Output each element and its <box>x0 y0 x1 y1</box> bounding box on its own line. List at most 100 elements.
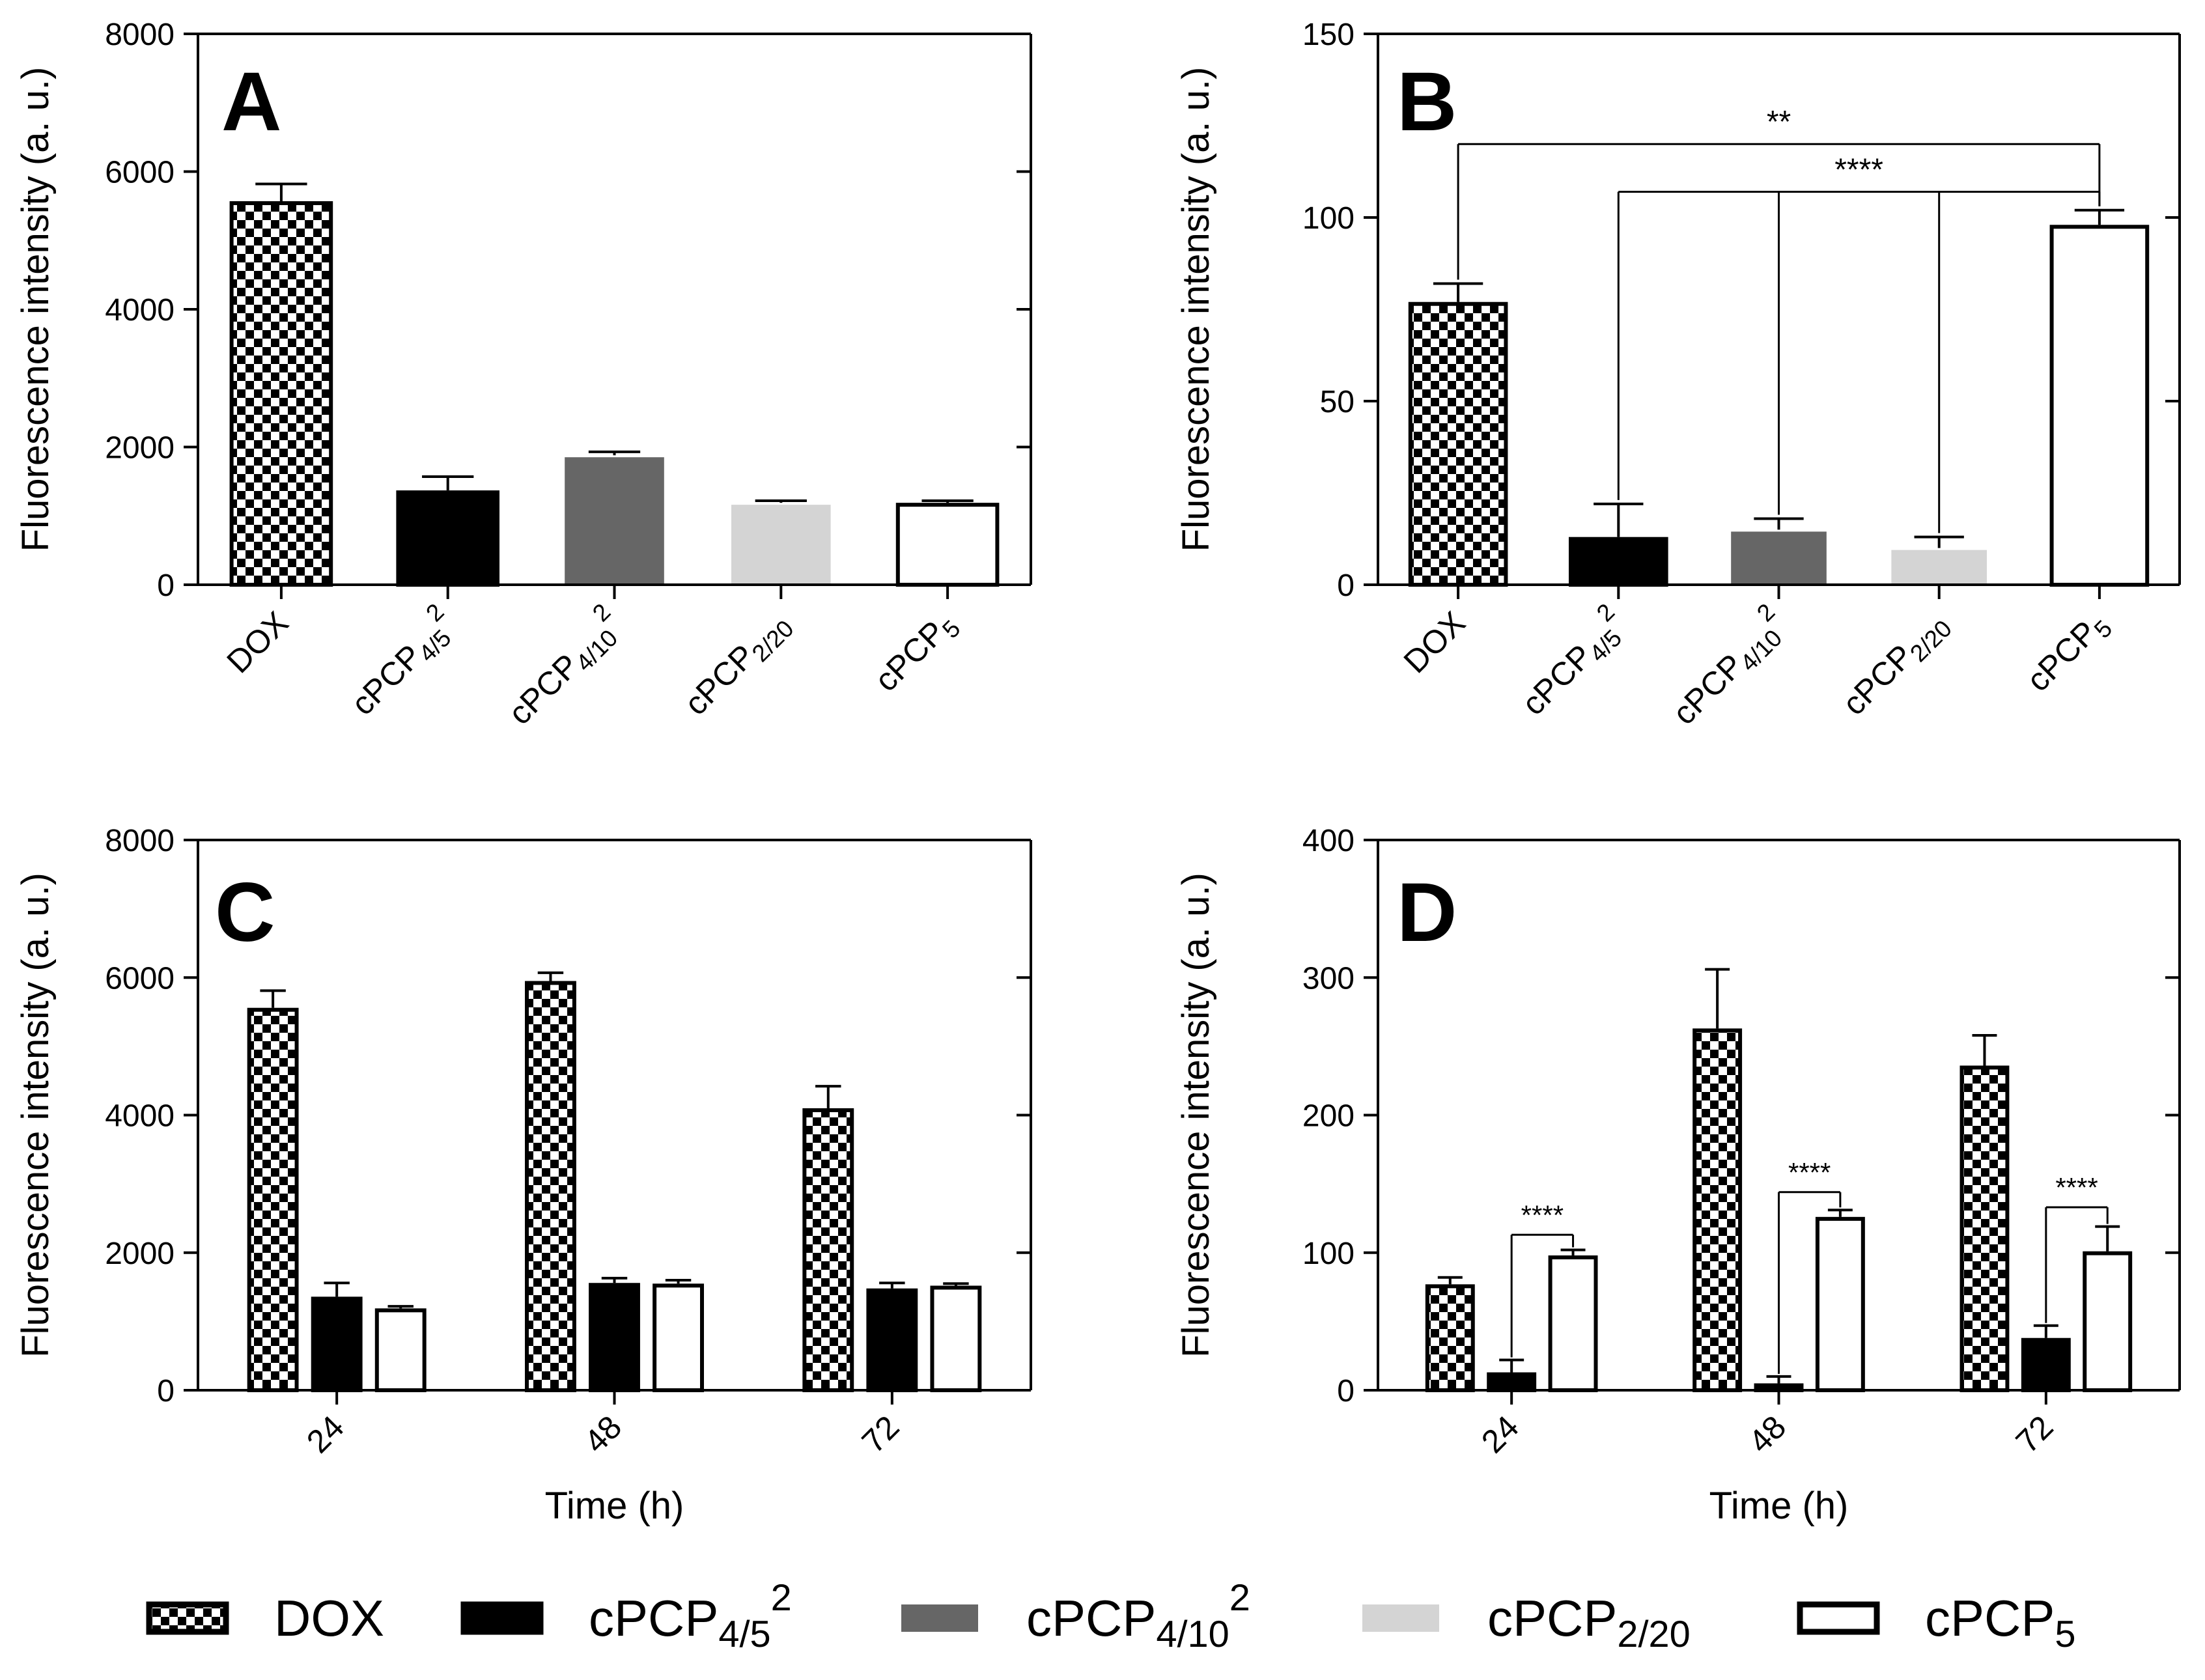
bar <box>1692 1028 1743 1392</box>
legend-label-base: cPCP <box>1487 1589 1617 1647</box>
bar <box>2021 1337 2071 1393</box>
x-tick-label: 72 <box>855 1408 906 1460</box>
y-tick-label: 4000 <box>105 293 175 328</box>
y-tick-label: 6000 <box>105 156 175 190</box>
y-tick-label: 100 <box>1302 201 1355 236</box>
x-tick-label: 48 <box>1741 1408 1793 1460</box>
y-tick-label: 8000 <box>105 824 175 858</box>
y-axis-label: Fluorescence intensity (a. u.) <box>1175 873 1217 1358</box>
y-tick-label: 300 <box>1302 961 1355 996</box>
legend: DOX cPCP4/52 cPCP4/102 cPCP2/20 cPCP5 <box>146 1577 2076 1655</box>
significance-label: ** <box>1767 105 1791 139</box>
legend-label-base: cPCP <box>1925 1589 2055 1647</box>
bar <box>1548 1255 1598 1392</box>
x-tick-label-sup: 2 <box>1752 598 1780 627</box>
bar <box>895 503 1000 587</box>
bar <box>866 1288 918 1393</box>
bar <box>311 1296 363 1392</box>
bar <box>1815 1216 1865 1392</box>
bar <box>247 1007 299 1392</box>
x-tick-label: cPCP4/52 <box>338 598 466 726</box>
y-tick-label: 150 <box>1302 18 1355 52</box>
bar <box>2049 225 2150 587</box>
bar <box>525 981 576 1392</box>
y-tick-label: 50 <box>1320 385 1355 419</box>
legend-label-base: cPCP <box>589 1589 718 1647</box>
legend-swatch <box>146 1601 229 1635</box>
panel-letter: D <box>1397 866 1457 959</box>
significance-label: **** <box>1521 1199 1564 1230</box>
x-tick-label: DOX <box>1397 604 1472 680</box>
legend-label: cPCP4/102 <box>1026 1577 1250 1655</box>
legend-label: cPCP2/20 <box>1487 1589 1691 1655</box>
y-tick-label: 2000 <box>105 1237 175 1271</box>
panel-a: 0 2000 4000 6000 8000 Fluorescence intensity … <box>14 18 1032 735</box>
panel-b: 0 50 100 150 Fluorescence intensity (a. u.) B… <box>1175 18 2181 732</box>
y-axis-label: Fluorescence intensity (a. u.) <box>14 873 57 1358</box>
bar <box>565 457 664 585</box>
bar <box>1408 301 1508 587</box>
significance-label: **** <box>2055 1172 2098 1203</box>
y-tick-label: 200 <box>1302 1099 1355 1134</box>
bar <box>589 1283 640 1392</box>
x-tick-label-sup: 2 <box>587 598 616 627</box>
y-tick-label: 400 <box>1302 824 1355 858</box>
x-tick-label: cPCP5 <box>867 604 965 702</box>
bar <box>2083 1251 2133 1392</box>
legend-label-sub: 4/10 <box>1156 1614 1229 1655</box>
bar <box>374 1308 427 1393</box>
bar <box>396 490 499 587</box>
significance-label: **** <box>1834 153 1883 188</box>
x-tick-label: 48 <box>577 1408 628 1460</box>
y-axis-label: Fluorescence intensity (a. u.) <box>1175 67 1217 552</box>
legend-label: cPCP5 <box>1925 1589 2076 1655</box>
y-tick-label: 0 <box>1337 1374 1355 1408</box>
x-tick-label: cPCP4/102 <box>496 598 632 735</box>
y-axis-label: Fluorescence intensity (a. u.) <box>14 67 57 552</box>
legend-swatch <box>460 1601 544 1635</box>
bar <box>1487 1372 1537 1393</box>
y-tick-label: 6000 <box>105 961 175 996</box>
y-tick-label: 0 <box>157 568 175 603</box>
x-tick-label: 72 <box>2009 1408 2060 1460</box>
x-tick-label: cPCP2/20 <box>1836 604 1958 726</box>
y-tick-label: 2000 <box>105 431 175 466</box>
legend-label-sub: 2/20 <box>1617 1614 1690 1655</box>
panel-d: 0 100 200 300 400 Fluorescence intensity (a. … <box>1175 824 2181 1527</box>
y-tick-label: 4000 <box>105 1099 175 1134</box>
legend-swatch <box>901 1604 978 1632</box>
x-tick-label: cPCP2/20 <box>677 604 799 726</box>
legend-label: DOX <box>274 1589 384 1647</box>
significance-label: **** <box>1788 1157 1831 1188</box>
bar <box>1891 550 1987 585</box>
x-tick-label: 24 <box>300 1408 351 1460</box>
panel-letter: A <box>221 55 281 148</box>
x-axis-label: Time (h) <box>545 1485 684 1527</box>
x-tick-label-base: DOX <box>219 604 295 680</box>
x-tick-label: 24 <box>1474 1408 1526 1460</box>
y-tick-label: 8000 <box>105 18 175 52</box>
bar <box>1731 531 1827 585</box>
bar <box>229 201 333 587</box>
x-tick-label-base: DOX <box>1397 604 1472 680</box>
bar <box>802 1108 854 1392</box>
bar <box>731 505 831 585</box>
x-tick-label: DOX <box>219 604 295 680</box>
bar <box>653 1283 704 1392</box>
legend-label: cPCP4/52 <box>589 1577 792 1655</box>
legend-label-sub: 4/5 <box>718 1614 770 1655</box>
bar <box>930 1285 982 1392</box>
x-tick-label-sup: 2 <box>1592 598 1620 627</box>
legend-label-sup: 2 <box>1229 1577 1250 1619</box>
legend-label-sup: 2 <box>771 1577 792 1619</box>
y-tick-label: 0 <box>1337 568 1355 603</box>
x-tick-label-sup: 2 <box>421 598 449 627</box>
panel-letter: C <box>215 866 275 959</box>
panel-c: 0 2000 4000 6000 8000 Fluorescence intensity … <box>14 824 1032 1527</box>
legend-label-sub: 5 <box>2055 1614 2075 1655</box>
y-tick-label: 0 <box>157 1374 175 1408</box>
x-tick-label: cPCP5 <box>2019 604 2117 702</box>
panel-letter: B <box>1397 55 1457 148</box>
bar <box>1425 1284 1475 1393</box>
